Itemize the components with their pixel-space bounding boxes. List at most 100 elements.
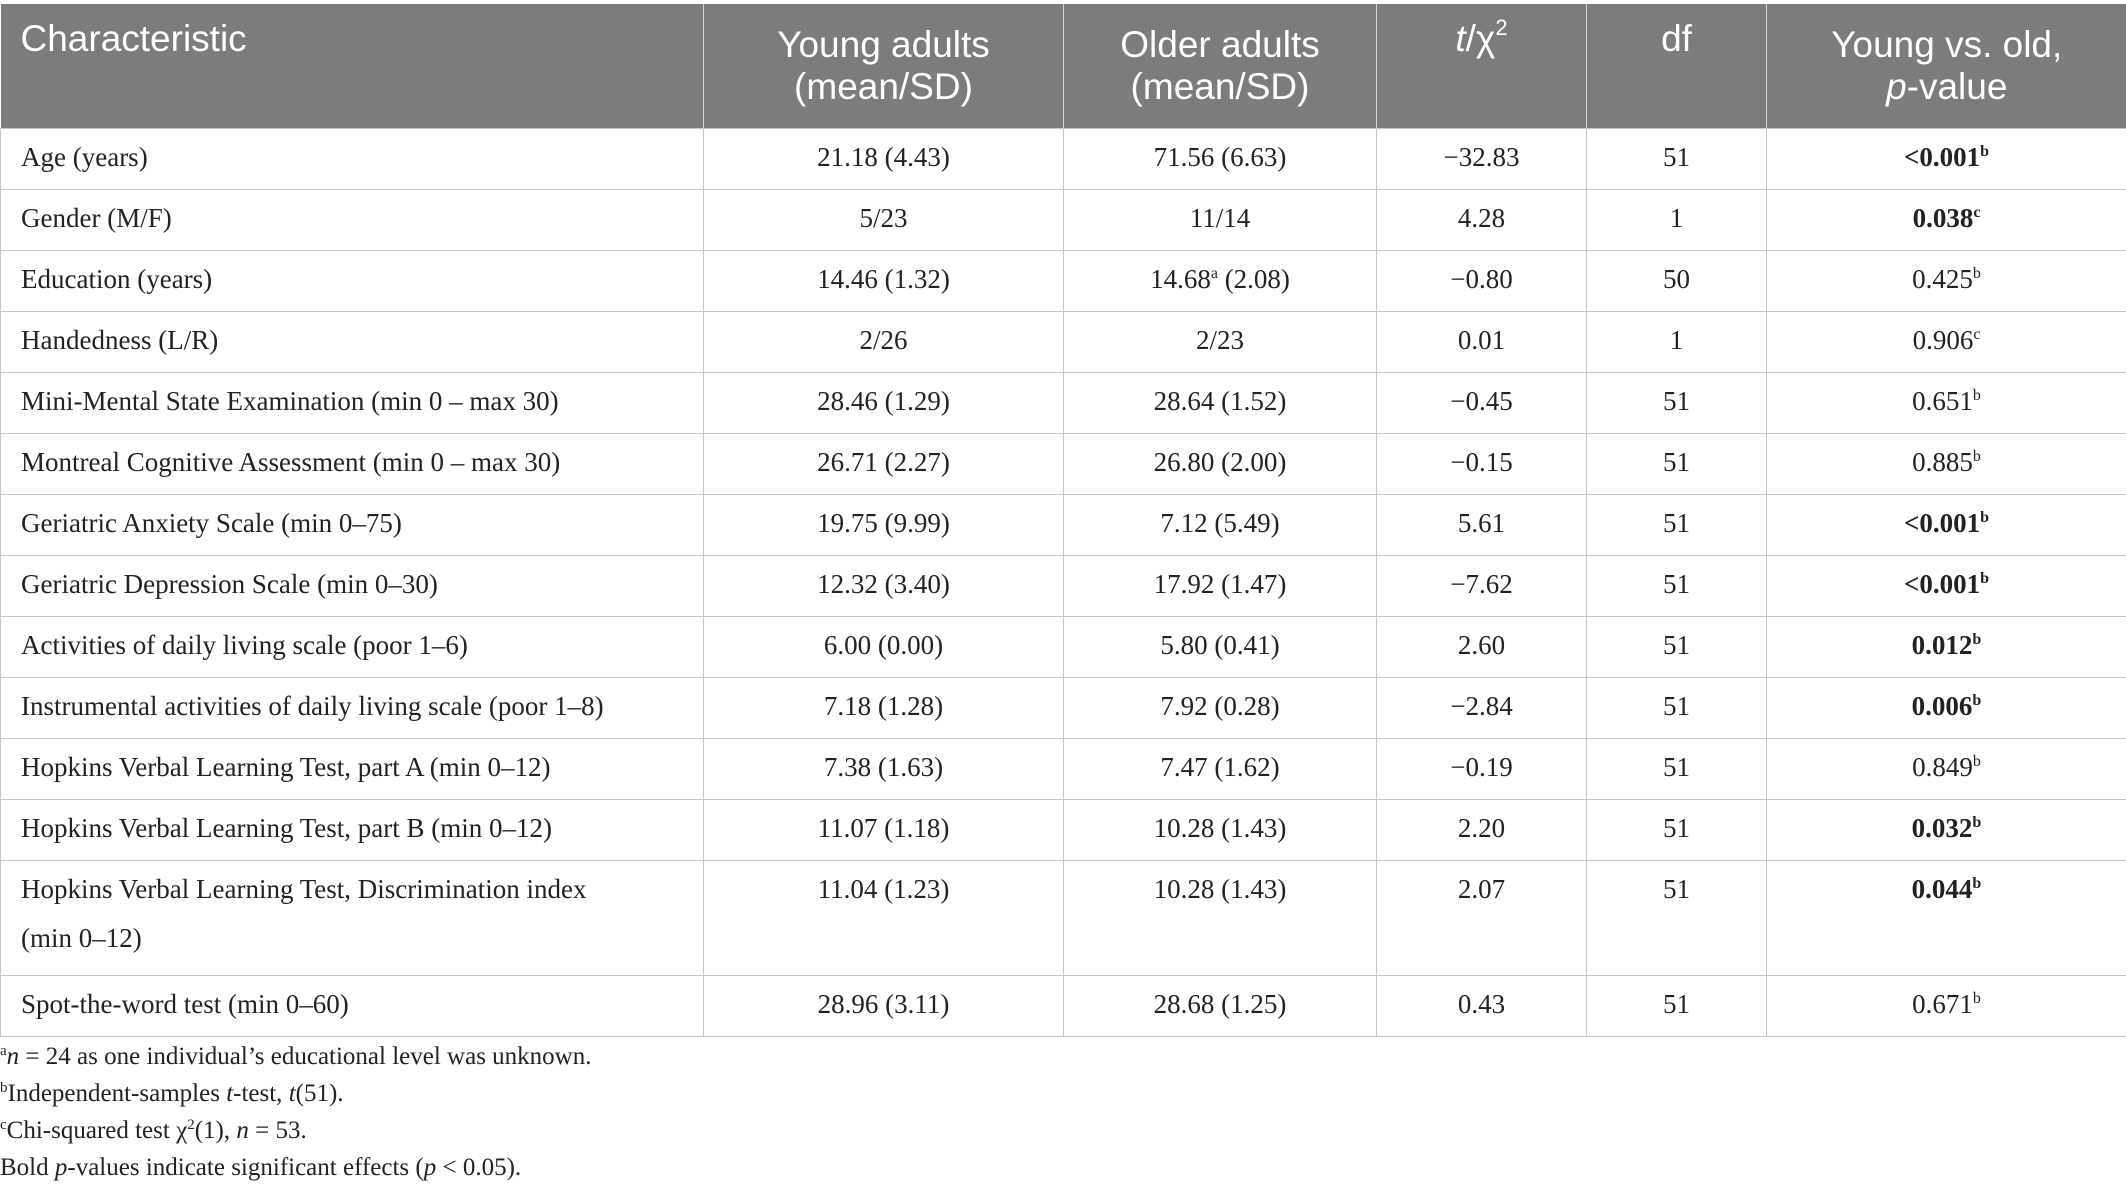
cell-characteristic: Mini-Mental State Examination (min 0 – m… <box>0 372 704 434</box>
cell-young-adults: 6.00 (0.00) <box>703 616 1064 678</box>
cell-young-adults: 11.04 (1.23) <box>703 860 1064 976</box>
cell-statistic: −0.45 <box>1376 372 1587 434</box>
cell-p-value: 0.012b <box>1766 616 2126 678</box>
cell-df: 51 <box>1586 975 1767 1037</box>
cell-characteristic: Hopkins Verbal Learning Test, part A (mi… <box>0 738 704 800</box>
cell-characteristic: Education (years) <box>0 250 704 312</box>
cell-older-adults: 28.68 (1.25) <box>1063 975 1377 1037</box>
cell-young-adults: 5/23 <box>703 189 1064 251</box>
cell-p-value: 0.425b <box>1766 250 2126 312</box>
cell-p-value: <0.001b <box>1766 494 2126 556</box>
cell-older-adults: 26.80 (2.00) <box>1063 433 1377 495</box>
table-row: Hopkins Verbal Learning Test, part B (mi… <box>0 799 2126 861</box>
cell-young-adults: 28.46 (1.29) <box>703 372 1064 434</box>
cell-characteristic: Activities of daily living scale (poor 1… <box>0 616 704 678</box>
cell-statistic: −0.15 <box>1376 433 1587 495</box>
cell-statistic: 2.60 <box>1376 616 1587 678</box>
cell-young-adults: 12.32 (3.40) <box>703 555 1064 617</box>
cell-characteristic: Gender (M/F) <box>0 189 704 251</box>
cell-young-adults: 7.18 (1.28) <box>703 677 1064 739</box>
footnote-a: an = 24 as one individual’s educational … <box>0 1043 592 1070</box>
footnote-bold-note: Bold p-values indicate significant effec… <box>0 1154 522 1181</box>
cell-statistic: −2.84 <box>1376 677 1587 739</box>
cell-df: 51 <box>1586 616 1767 678</box>
cell-df: 51 <box>1586 799 1767 861</box>
cell-characteristic: Montreal Cognitive Assessment (min 0 – m… <box>0 433 704 495</box>
header-df: df <box>1586 4 1767 129</box>
cell-young-adults: 14.46 (1.32) <box>703 250 1064 312</box>
cell-p-value: 0.651b <box>1766 372 2126 434</box>
cell-statistic: −7.62 <box>1376 555 1587 617</box>
table-row: Hopkins Verbal Learning Test, part A (mi… <box>0 738 2126 800</box>
table-row: Geriatric Anxiety Scale (min 0–75) 19.75 … <box>0 494 2126 556</box>
header-p-value: Young vs. old, p-value <box>1766 4 2126 129</box>
cell-young-adults: 7.38 (1.63) <box>703 738 1064 800</box>
cell-young-adults: 21.18 (4.43) <box>703 128 1064 190</box>
cell-characteristic: Age (years) <box>0 128 704 190</box>
cell-young-adults: 19.75 (9.99) <box>703 494 1064 556</box>
cell-older-adults: 10.28 (1.43) <box>1063 799 1377 861</box>
cell-older-adults: 71.56 (6.63) <box>1063 128 1377 190</box>
table-row: Activities of daily living scale (poor 1… <box>0 616 2126 678</box>
characteristics-table: Characteristic Young adults (mean/SD) Old… <box>0 4 2126 1037</box>
cell-p-value: 0.032b <box>1766 799 2126 861</box>
footnote-b: bIndependent-samples t-test, t(51). <box>0 1080 344 1107</box>
cell-df: 51 <box>1586 738 1767 800</box>
cell-older-adults: 11/14 <box>1063 189 1377 251</box>
cell-statistic: 5.61 <box>1376 494 1587 556</box>
cell-older-adults: 28.64 (1.52) <box>1063 372 1377 434</box>
cell-older-adults: 17.92 (1.47) <box>1063 555 1377 617</box>
cell-characteristic: Handedness (L/R) <box>0 311 704 373</box>
header-statistic: t/χ2 <box>1376 4 1587 129</box>
cell-statistic: 0.43 <box>1376 975 1587 1037</box>
table-row: Age (years) 21.18 (4.43) 71.56 (6.63) −32.8… <box>0 128 2126 190</box>
cell-df: 1 <box>1586 311 1767 373</box>
table-row: Hopkins Verbal Learning Test, Discrimina… <box>0 860 2126 976</box>
cell-older-adults: 7.12 (5.49) <box>1063 494 1377 556</box>
cell-characteristic: Instrumental activities of daily living … <box>0 677 704 739</box>
cell-statistic: −0.19 <box>1376 738 1587 800</box>
cell-p-value: 0.906c <box>1766 311 2126 373</box>
cell-statistic: 2.07 <box>1376 860 1587 976</box>
table-row: Gender (M/F) 5/23 11/14 4.28 1 0.038c <box>0 189 2126 251</box>
cell-characteristic: Hopkins Verbal Learning Test, Discrimina… <box>0 860 704 976</box>
cell-df: 51 <box>1586 860 1767 976</box>
cell-p-value: 0.849b <box>1766 738 2126 800</box>
cell-df: 51 <box>1586 494 1767 556</box>
cell-df: 50 <box>1586 250 1767 312</box>
table-row: Geriatric Depression Scale (min 0–30) 12.… <box>0 555 2126 617</box>
header-young-adults: Young adults (mean/SD) <box>703 4 1064 129</box>
cell-statistic: 2.20 <box>1376 799 1587 861</box>
header-characteristic: Characteristic <box>0 4 704 129</box>
cell-df: 51 <box>1586 677 1767 739</box>
cell-characteristic: Hopkins Verbal Learning Test, part B (mi… <box>0 799 704 861</box>
cell-older-adults: 2/23 <box>1063 311 1377 373</box>
cell-young-adults: 26.71 (2.27) <box>703 433 1064 495</box>
cell-df: 1 <box>1586 189 1767 251</box>
cell-statistic: −0.80 <box>1376 250 1587 312</box>
cell-characteristic: Geriatric Anxiety Scale (min 0–75) <box>0 494 704 556</box>
table-row: Mini-Mental State Examination (min 0 – m… <box>0 372 2126 434</box>
footnote-c: cChi-squared test χ2(1), n = 53. <box>0 1117 307 1144</box>
cell-df: 51 <box>1586 128 1767 190</box>
cell-df: 51 <box>1586 433 1767 495</box>
cell-older-adults: 7.47 (1.62) <box>1063 738 1377 800</box>
cell-p-value: 0.038c <box>1766 189 2126 251</box>
cell-older-adults: 7.92 (0.28) <box>1063 677 1377 739</box>
cell-p-value: 0.044b <box>1766 860 2126 976</box>
cell-p-value: 0.885b <box>1766 433 2126 495</box>
table-row: Montreal Cognitive Assessment (min 0 – m… <box>0 433 2126 495</box>
cell-p-value: 0.671b <box>1766 975 2126 1037</box>
cell-statistic: 4.28 <box>1376 189 1587 251</box>
table-row: Education (years) 14.46 (1.32) 14.68a (2.0… <box>0 250 2126 312</box>
cell-young-adults: 28.96 (3.11) <box>703 975 1064 1037</box>
cell-statistic: 0.01 <box>1376 311 1587 373</box>
header-row: Characteristic Young adults (mean/SD) Old… <box>0 4 2126 129</box>
cell-characteristic: Spot-the-word test (min 0–60) <box>0 975 704 1037</box>
table-row: Instrumental activities of daily living … <box>0 677 2126 739</box>
cell-young-adults: 2/26 <box>703 311 1064 373</box>
cell-p-value: <0.001b <box>1766 128 2126 190</box>
cell-older-adults: 14.68a (2.08) <box>1063 250 1377 312</box>
table-row: Handedness (L/R) 2/26 2/23 0.01 1 0.906c <box>0 311 2126 373</box>
cell-characteristic: Geriatric Depression Scale (min 0–30) <box>0 555 704 617</box>
